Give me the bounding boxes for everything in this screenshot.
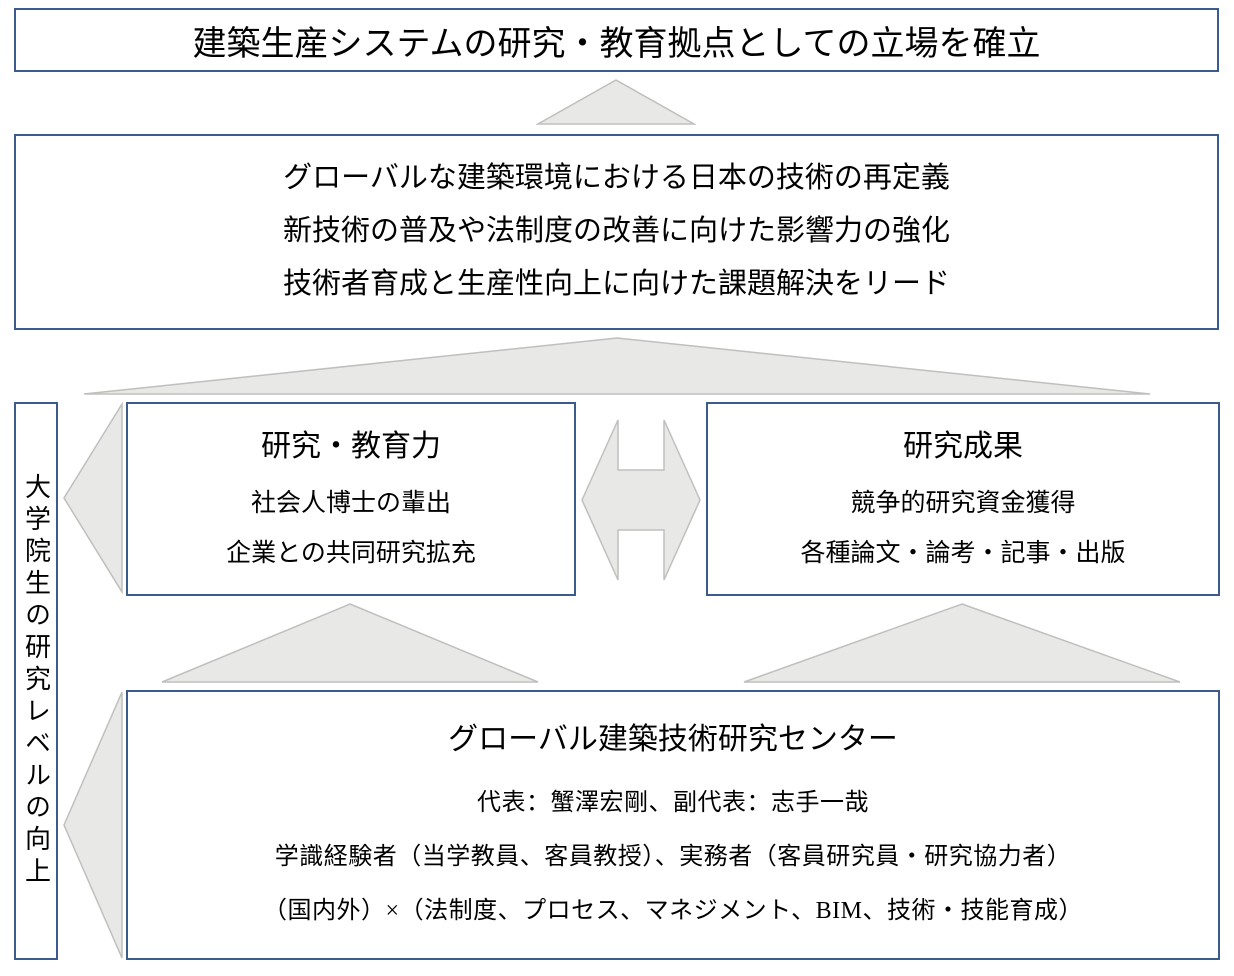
arrow-up-wide-icon [82, 336, 1152, 396]
research-education-title: 研究・教育力 [261, 421, 441, 465]
center-line-1: 代表：蟹澤宏剛、副代表：志手一哉 [477, 778, 869, 828]
center-title: グローバル建築技術研究センター [448, 714, 898, 758]
left-vertical-box: 大学院生の研究レベルの向上 [14, 402, 58, 960]
left-vertical-text: 大学院生の研究レベルの向上 [18, 473, 55, 889]
arrow-left-upper-icon [62, 402, 124, 594]
research-results-line-2: 各種論文・論考・記事・出版 [800, 530, 1125, 578]
research-education-line-1: 社会人博士の輩出 [251, 480, 451, 528]
research-results-line-1: 競争的研究資金獲得 [850, 480, 1075, 528]
goals-box: グローバルな建築環境における日本の技術の再定義 新技術の普及や法制度の改善に向け… [14, 134, 1219, 330]
goals-line-1: グローバルな建築環境における日本の技術の再定義 [283, 157, 950, 201]
goals-line-2: 新技術の普及や法制度の改善に向けた影響力の強化 [283, 210, 950, 254]
research-results-title: 研究成果 [903, 421, 1023, 465]
research-education-line-2: 企業との共同研究拡充 [226, 530, 476, 578]
arrow-left-lower-icon [62, 690, 124, 960]
center-box: グローバル建築技術研究センター 代表：蟹澤宏剛、副代表：志手一哉 学識経験者（当… [126, 690, 1220, 960]
center-line-3: （国内外）×（法制度、プロセス、マネジメント、BIM、技術・技能育成） [263, 886, 1083, 936]
top-title-box: 建築生産システムの研究・教育拠点としての立場を確立 [14, 8, 1219, 72]
goals-line-3: 技術者育成と生産性向上に向けた課題解決をリード [283, 263, 950, 307]
arrow-up-icon [536, 78, 696, 126]
center-line-2: 学識経験者（当学教員、客員教授）、実務者（客員研究員・研究協力者） [275, 832, 1072, 882]
research-results-box: 研究成果 競争的研究資金獲得 各種論文・論考・記事・出版 [706, 402, 1220, 596]
arrow-up-right-icon [742, 602, 1182, 684]
arrow-up-left-icon [160, 602, 540, 684]
double-arrow-icon [580, 414, 702, 586]
research-education-box: 研究・教育力 社会人博士の輩出 企業との共同研究拡充 [126, 402, 576, 596]
top-title-text: 建築生産システムの研究・教育拠点としての立場を確立 [193, 16, 1041, 65]
